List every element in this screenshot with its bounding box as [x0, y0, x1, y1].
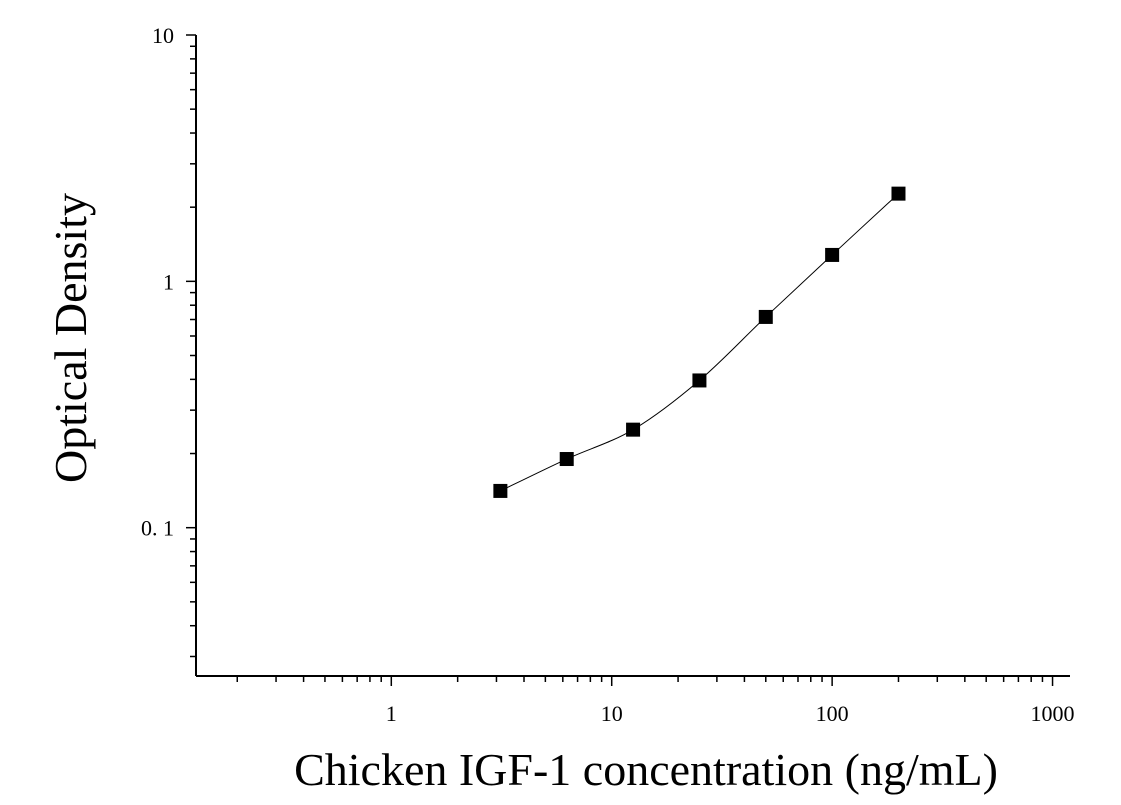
x-axis-title: Chicken IGF-1 concentration (ng/mL) [294, 744, 998, 795]
data-point [692, 373, 707, 388]
data-point [493, 483, 508, 498]
x-tick-label: 1000 [1031, 701, 1075, 726]
y-tick-label: 0. 1 [141, 516, 174, 541]
x-tick-label: 10 [601, 701, 623, 726]
y-axis-title: Optical Density [45, 193, 96, 483]
data-point [626, 422, 641, 437]
data-point [758, 309, 773, 324]
fit-curve-group [500, 193, 899, 492]
y-tick-label: 1 [163, 269, 174, 294]
data-points [493, 186, 906, 498]
x-tick-label: 100 [816, 701, 849, 726]
fit-curve [500, 193, 899, 492]
tick-labels: 1 10 100 1000 0. 1 1 10 [141, 23, 1075, 726]
data-point [891, 186, 906, 201]
data-point [825, 247, 840, 262]
data-point [559, 452, 574, 467]
x-tick-label: 1 [386, 701, 397, 726]
axes [186, 34, 1070, 686]
y-tick-label: 10 [152, 23, 174, 48]
